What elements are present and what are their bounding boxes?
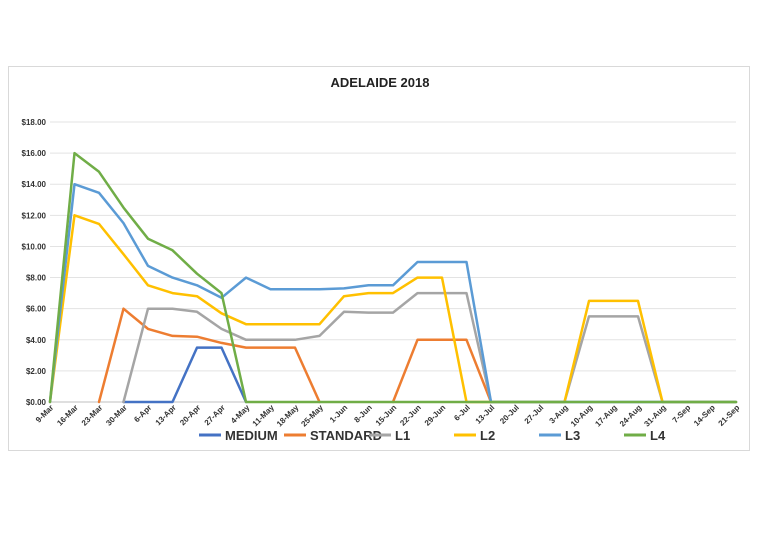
series-line-medium — [122, 346, 248, 404]
y-tick-label: $2.00 — [26, 367, 47, 376]
series-lines — [48, 151, 738, 404]
x-tick-label: 1-Jun — [328, 403, 350, 425]
y-tick-label: $14.00 — [22, 180, 47, 189]
x-tick-label: 8-Jun — [352, 403, 374, 425]
x-tick-label: 16-Mar — [55, 403, 80, 428]
legend-label-l4: L4 — [650, 428, 666, 443]
x-tick-label: 13-Jul — [474, 403, 497, 426]
series-line-standard — [97, 307, 493, 404]
y-axis-ticks: $0.00 $2.00 $4.00 $6.00 $8.00 $10.00 $12.00 $14… — [22, 118, 47, 407]
y-tick-label: $4.00 — [26, 336, 47, 345]
y-tick-label: $12.00 — [22, 211, 47, 220]
gridlines — [50, 121, 736, 403]
x-tick-label: 24-Aug — [618, 403, 644, 429]
x-axis-ticks: 9-Mar 16-Mar 23-Mar 30-Mar 6-Apr 13-Apr 20-Apr… — [34, 403, 742, 429]
x-tick-label: 31-Aug — [642, 403, 668, 429]
legend-label-medium: MEDIUM — [225, 428, 278, 443]
y-tick-label: $16.00 — [22, 149, 47, 158]
x-tick-label: 4-May — [229, 403, 252, 426]
y-tick-label: $0.00 — [26, 398, 47, 407]
x-tick-label: 25-May — [299, 403, 325, 429]
x-tick-label: 27-Jul — [523, 403, 546, 426]
x-tick-label: 11-May — [251, 403, 277, 429]
legend-label-l1: L1 — [395, 428, 410, 443]
x-tick-label: 21-Sep — [716, 403, 741, 428]
legend-label-l3: L3 — [565, 428, 580, 443]
x-tick-label: 27-Apr — [203, 403, 227, 427]
y-tick-label: $6.00 — [26, 305, 47, 314]
legend: MEDIUM STANDARD L1 L2 L3 L4 — [199, 428, 666, 443]
x-tick-label: 10-Aug — [569, 403, 595, 429]
chart-frame: ADELAIDE 2018 $0.00 $2.00 $4.00 $6.00 $8.00 $… — [8, 66, 750, 451]
adelaide-line-chart: ADELAIDE 2018 $0.00$2.00$4.00$6.00$8.00$… — [22, 75, 742, 443]
legend-label-l2: L2 — [480, 428, 495, 443]
x-tick-label: 17-Aug — [593, 403, 619, 429]
chart-title: ADELAIDE 2018 — [331, 75, 430, 90]
x-tick-label: 14-Sep — [692, 403, 717, 428]
y-tick-label: $10.00 — [22, 242, 47, 251]
x-tick-label: 23-Mar — [80, 403, 105, 428]
legend-label-standard: STANDARD — [310, 428, 382, 443]
y-tick-label: $18.00 — [22, 118, 47, 127]
series-line-l1 — [122, 291, 738, 404]
x-tick-label: 22-Jun — [398, 403, 423, 428]
x-tick-label: 20-Apr — [178, 403, 202, 427]
series-line-l4 — [48, 151, 738, 404]
x-tick-label: 30-Mar — [104, 403, 129, 428]
x-tick-label: 15-Jun — [374, 403, 399, 428]
y-tick-label: $8.00 — [26, 274, 47, 283]
x-tick-label: 18-May — [275, 403, 301, 429]
x-tick-label: 6-Apr — [132, 403, 153, 424]
x-tick-label: 7-Sep — [671, 403, 693, 425]
x-tick-label: 29-Jun — [423, 403, 448, 428]
x-tick-label: 20-Jul — [498, 403, 521, 426]
series-line-l2 — [48, 214, 738, 404]
x-tick-label: 13-Apr — [154, 403, 178, 427]
x-tick-label: 6-Jul — [452, 403, 472, 423]
x-tick-label: 3-Aug — [548, 403, 570, 425]
